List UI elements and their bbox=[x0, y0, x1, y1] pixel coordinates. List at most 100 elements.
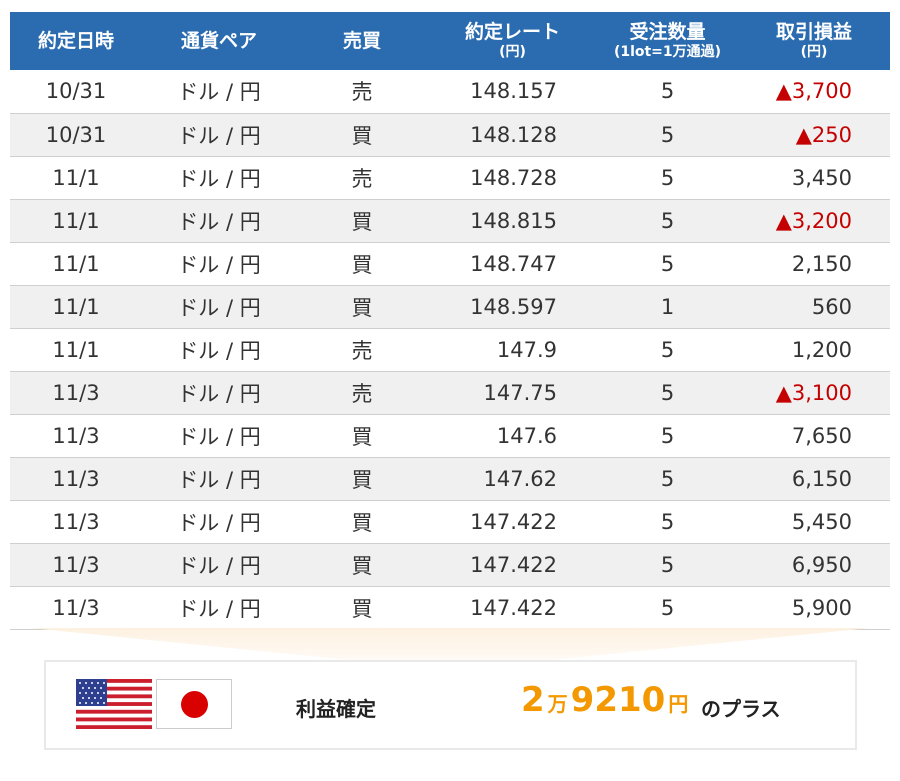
cell-date: 10/31 bbox=[10, 70, 142, 114]
cell-rate: 148.815 bbox=[428, 199, 597, 243]
header-quantity-unit: (1lot=1万通過) bbox=[613, 43, 722, 60]
trade-rows: 10/31 ドル / 円売 148.157 5 ▲3,700 10/31 ドル / 円買 14… bbox=[10, 70, 890, 630]
cell-currency-pair: ドル / 円 bbox=[142, 70, 296, 114]
cell-quantity: 5 bbox=[597, 242, 738, 286]
cell-profit-loss: 6,150 bbox=[738, 457, 890, 501]
table-row: 11/1 ドル / 円売 147.9 5 1,200 bbox=[10, 328, 890, 372]
amount-man-value: 2 bbox=[521, 680, 545, 720]
cell-profit-loss: 1,200 bbox=[738, 328, 890, 372]
table-row: 10/31 ドル / 円買 148.128 5 ▲250 bbox=[10, 113, 890, 157]
cell-currency-pair: ドル / 円 bbox=[142, 586, 296, 630]
cell-currency-pair: ドル / 円 bbox=[142, 285, 296, 329]
table-row: 11/1 ドル / 円買 148.597 1 560 bbox=[10, 285, 890, 329]
cell-quantity: 5 bbox=[597, 543, 738, 587]
cell-side: 売 bbox=[296, 70, 428, 114]
cell-rate: 147.9 bbox=[428, 328, 597, 372]
cell-quantity: 5 bbox=[597, 113, 738, 157]
table-row: 11/3 ドル / 円買 147.422 5 5,450 bbox=[10, 500, 890, 544]
table-row: 11/1 ドル / 円買 148.747 5 2,150 bbox=[10, 242, 890, 286]
cell-currency-pair: ドル / 円 bbox=[142, 414, 296, 458]
cell-currency-pair: ドル / 円 bbox=[142, 113, 296, 157]
cell-rate: 147.422 bbox=[428, 586, 597, 630]
cell-side: 買 bbox=[296, 586, 428, 630]
header-date: 約定日時 bbox=[10, 12, 142, 70]
amount-man-unit: 万 bbox=[547, 692, 568, 716]
cell-currency-pair: ドル / 円 bbox=[142, 199, 296, 243]
cell-profit-loss: 6,950 bbox=[738, 543, 890, 587]
cell-quantity: 5 bbox=[597, 457, 738, 501]
cell-date: 11/1 bbox=[10, 242, 142, 286]
cell-profit-loss: ▲3,100 bbox=[738, 371, 890, 415]
amount-rest-value: 9210 bbox=[570, 680, 666, 720]
cell-side: 買 bbox=[296, 199, 428, 243]
cell-quantity: 5 bbox=[597, 371, 738, 415]
cell-date: 11/3 bbox=[10, 457, 142, 501]
cell-currency-pair: ドル / 円 bbox=[142, 543, 296, 587]
cell-side: 買 bbox=[296, 457, 428, 501]
cell-rate: 148.747 bbox=[428, 242, 597, 286]
japan-flag-sun bbox=[181, 691, 208, 718]
cell-date: 11/3 bbox=[10, 543, 142, 587]
cell-profit-loss: ▲3,200 bbox=[738, 199, 890, 243]
table-row: 11/3 ドル / 円買 147.62 5 6,150 bbox=[10, 457, 890, 501]
cell-quantity: 5 bbox=[597, 156, 738, 200]
down-arrow-shape bbox=[30, 628, 870, 670]
profit-confirmed-label: 利益確定 bbox=[296, 697, 376, 721]
table-row: 11/3 ドル / 円売 147.75 5 ▲3,100 bbox=[10, 371, 890, 415]
us-flag-icon bbox=[76, 679, 152, 729]
header-currency-pair: 通貨ペア bbox=[142, 12, 296, 70]
cell-currency-pair: ドル / 円 bbox=[142, 328, 296, 372]
cell-rate: 147.422 bbox=[428, 500, 597, 544]
cell-side: 買 bbox=[296, 113, 428, 157]
cell-currency-pair: ドル / 円 bbox=[142, 457, 296, 501]
profit-amount: 2 万9210 円 bbox=[521, 680, 691, 720]
header-profit-loss-unit: (円) bbox=[800, 43, 828, 60]
header-profit-loss: 取引損益 (円) bbox=[738, 12, 890, 70]
table-row: 10/31 ドル / 円売 148.157 5 ▲3,700 bbox=[10, 70, 890, 114]
cell-rate: 147.6 bbox=[428, 414, 597, 458]
cell-currency-pair: ドル / 円 bbox=[142, 371, 296, 415]
cell-quantity: 5 bbox=[597, 199, 738, 243]
table-row: 11/3 ドル / 円買 147.422 5 5,900 bbox=[10, 586, 890, 630]
cell-profit-loss: 3,450 bbox=[738, 156, 890, 200]
cell-quantity: 1 bbox=[597, 285, 738, 329]
cell-date: 11/1 bbox=[10, 156, 142, 200]
plus-suffix: のプラス bbox=[701, 697, 781, 721]
cell-quantity: 5 bbox=[597, 586, 738, 630]
cell-profit-loss: 560 bbox=[738, 285, 890, 329]
header-rate: 約定レート (円) bbox=[428, 12, 597, 70]
cell-side: 売 bbox=[296, 371, 428, 415]
cell-rate: 148.728 bbox=[428, 156, 597, 200]
cell-profit-loss: 7,650 bbox=[738, 414, 890, 458]
cell-currency-pair: ドル / 円 bbox=[142, 242, 296, 286]
cell-date: 11/1 bbox=[10, 285, 142, 329]
cell-date: 11/3 bbox=[10, 414, 142, 458]
cell-rate: 148.157 bbox=[428, 70, 597, 114]
trade-history-table: 約定日時 通貨ペア 売買 約定レート (円) 受注数量 (1lot=1万通過) 取引… bbox=[10, 12, 890, 630]
cell-side: 買 bbox=[296, 500, 428, 544]
cell-side: 売 bbox=[296, 156, 428, 200]
header-quantity: 受注数量 (1lot=1万通過) bbox=[597, 12, 738, 70]
cell-date: 11/3 bbox=[10, 586, 142, 630]
japan-flag-icon bbox=[156, 679, 232, 729]
cell-side: 買 bbox=[296, 285, 428, 329]
cell-rate: 148.597 bbox=[428, 285, 597, 329]
table-row: 11/3 ドル / 円買 147.422 5 6,950 bbox=[10, 543, 890, 587]
cell-profit-loss: 5,450 bbox=[738, 500, 890, 544]
table-header-row: 約定日時 通貨ペア 売買 約定レート (円) 受注数量 (1lot=1万通過) 取引… bbox=[10, 12, 890, 70]
cell-side: 買 bbox=[296, 242, 428, 286]
cell-date: 10/31 bbox=[10, 113, 142, 157]
profit-summary-box: 利益確定 2 万9210 円 のプラス bbox=[44, 660, 857, 750]
cell-date: 11/3 bbox=[10, 500, 142, 544]
cell-side: 売 bbox=[296, 328, 428, 372]
cell-date: 11/1 bbox=[10, 328, 142, 372]
cell-profit-loss: ▲250 bbox=[738, 113, 890, 157]
cell-quantity: 5 bbox=[597, 328, 738, 372]
cell-profit-loss: 5,900 bbox=[738, 586, 890, 630]
cell-rate: 147.75 bbox=[428, 371, 597, 415]
cell-quantity: 5 bbox=[597, 414, 738, 458]
cell-profit-loss: 2,150 bbox=[738, 242, 890, 286]
cell-side: 買 bbox=[296, 543, 428, 587]
table-row: 11/1 ドル / 円売 148.728 5 3,450 bbox=[10, 156, 890, 200]
cell-currency-pair: ドル / 円 bbox=[142, 500, 296, 544]
